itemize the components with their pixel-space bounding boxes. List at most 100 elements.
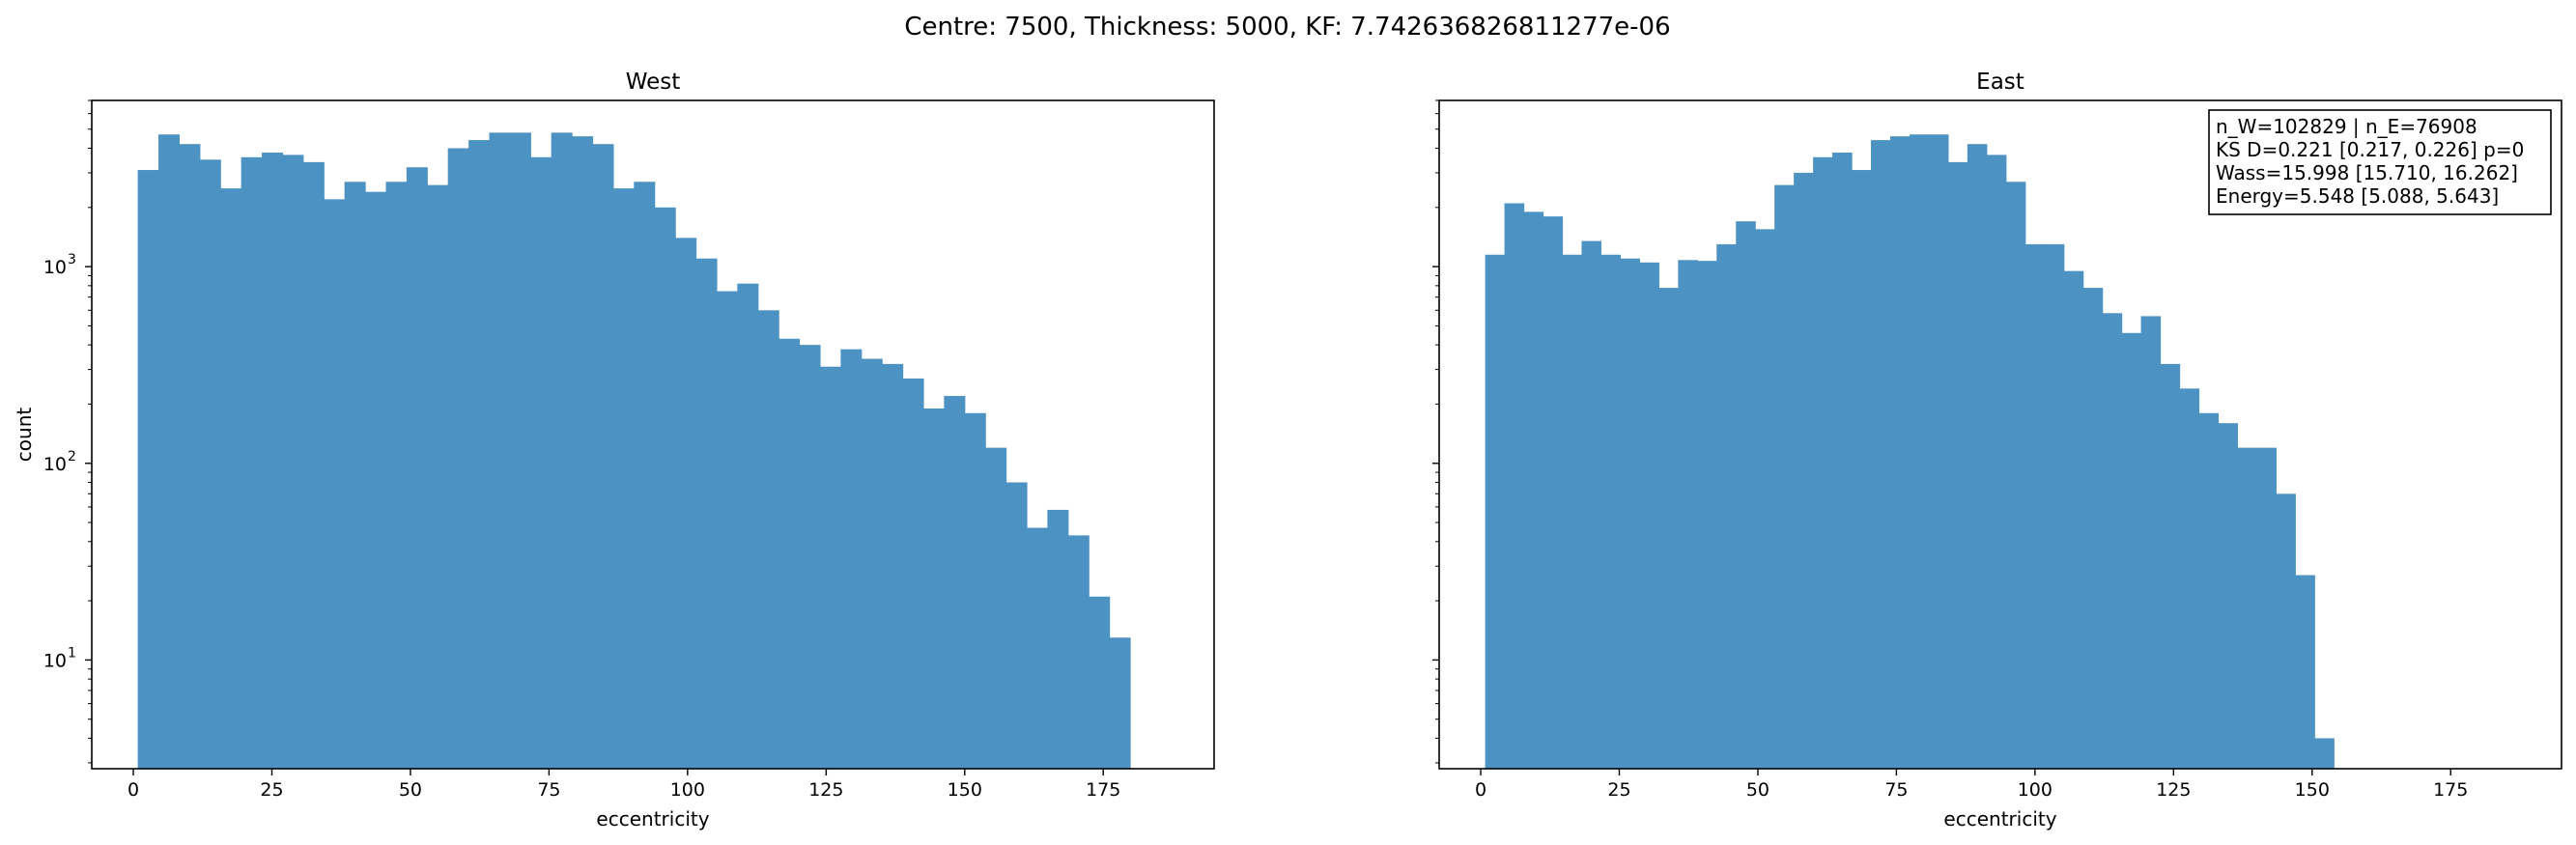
west-histogram-bar xyxy=(1067,535,1090,769)
west-histogram-bar xyxy=(572,136,594,769)
west-histogram-bar xyxy=(262,153,284,769)
west-y-tick-exponent: 3 xyxy=(68,252,76,268)
west-histogram-bar xyxy=(302,161,325,769)
west-histogram-bar xyxy=(1109,637,1131,769)
figure-title: Centre: 7500, Thickness: 5000, KF: 7.742… xyxy=(904,13,1670,42)
east-histogram-bar xyxy=(1716,243,1737,769)
west-histogram-bar xyxy=(675,238,697,770)
east-x-tick-label: 150 xyxy=(2295,779,2330,801)
east-histogram-bar xyxy=(1774,184,1795,770)
east-histogram-bar xyxy=(2237,447,2257,769)
east-ticks: 0 25 50 75 100 125 150 175 xyxy=(1432,99,2468,801)
west-histogram-bar xyxy=(902,378,924,769)
east-histogram-bar xyxy=(1485,254,1506,769)
east-histogram-bar xyxy=(2140,316,2162,769)
stats-box-frame xyxy=(2208,109,2552,215)
west-y-tick-exponent: 1 xyxy=(68,645,76,661)
east-histogram-bar xyxy=(1852,170,1872,770)
east-histogram-bar xyxy=(2082,288,2104,769)
east-histogram-bar xyxy=(2256,447,2277,769)
east-histogram-bar xyxy=(2179,388,2200,769)
west-histogram-bar xyxy=(716,291,738,769)
west-title: West xyxy=(626,70,681,95)
west-histogram-bar xyxy=(1026,527,1048,769)
east-histogram-bar xyxy=(2295,575,2315,769)
west-axes-frame xyxy=(91,99,1215,770)
west-y-tick-label: 10 xyxy=(43,454,67,475)
west-histogram-bar xyxy=(882,363,904,769)
west-histogram-bar xyxy=(634,182,656,769)
east-histogram-bar xyxy=(1658,288,1679,769)
west-histogram-bar xyxy=(1089,596,1111,769)
west-histogram-bar xyxy=(922,408,945,769)
east-histogram-bar xyxy=(1909,134,1930,770)
east-histogram-bar xyxy=(2314,738,2335,769)
west-histogram-bar xyxy=(944,396,966,769)
west-histogram-bar xyxy=(344,182,366,769)
west-y-axis-label: count xyxy=(13,408,36,463)
west-histogram-bar xyxy=(1047,509,1069,769)
west-histogram-bar xyxy=(654,207,676,770)
west-histogram-bar xyxy=(406,167,428,770)
east-histogram-bar xyxy=(1562,254,1583,769)
west-y-tick-exponent: 2 xyxy=(68,449,76,465)
east-histogram-bar xyxy=(2024,243,2046,769)
west-histogram-bar xyxy=(179,144,201,769)
east-x-tick-label: 50 xyxy=(1746,779,1769,801)
stats-line-wasserstein: Wass=15.998 [15.710, 16.262] xyxy=(2216,161,2518,184)
west-y-tick-label: 10 xyxy=(43,650,67,671)
stats-line-counts: n_W=102829 | n_E=76908 xyxy=(2216,115,2477,138)
west-histogram-bar xyxy=(861,358,883,769)
west-x-axis-label: eccentricity xyxy=(596,807,709,831)
east-histogram-bar xyxy=(1889,136,1911,769)
west-histogram-bar xyxy=(282,155,304,769)
east-histogram-bar xyxy=(1928,134,1949,770)
east-histogram-bar xyxy=(1832,153,1853,769)
west-histogram-bar xyxy=(489,132,511,769)
west-histogram-bar xyxy=(612,188,635,769)
east-histogram-bar xyxy=(1697,261,1717,769)
west-x-tick-label: 125 xyxy=(808,779,843,801)
west-histogram-bar xyxy=(530,156,552,769)
east-histogram-bar xyxy=(1736,221,1756,769)
west-histogram-bar xyxy=(819,366,841,769)
east-histogram-bars xyxy=(1485,134,2335,770)
west-x-tick-label: 175 xyxy=(1086,779,1120,801)
east-x-tick-label: 100 xyxy=(2018,779,2052,801)
west-x-tick-label: 50 xyxy=(399,779,422,801)
west-histogram-bar xyxy=(778,338,801,769)
east-histogram-bar xyxy=(2005,182,2026,769)
east-histogram-bar xyxy=(1543,216,1564,769)
east-histogram-bar xyxy=(2121,332,2142,769)
west-histogram-bar xyxy=(365,191,387,769)
west-histogram-bars xyxy=(137,132,1131,770)
east-x-tick-label: 25 xyxy=(1607,779,1630,801)
east-x-tick-label: 75 xyxy=(1884,779,1908,801)
east-panel: 0 25 50 75 100 125 150 175 East eccentricity n_… xyxy=(1432,70,2562,831)
west-x-tick-label: 25 xyxy=(260,779,283,801)
east-histogram-bar xyxy=(1620,258,1640,769)
west-histogram-bar xyxy=(220,188,242,769)
east-histogram-bar xyxy=(1967,144,1988,769)
west-histogram-bar xyxy=(985,447,1007,769)
west-histogram-bar xyxy=(447,148,469,769)
east-histogram-bar xyxy=(1523,211,1544,770)
east-histogram-bar xyxy=(1947,161,1968,769)
west-histogram-bar xyxy=(324,199,346,769)
east-histogram-bar xyxy=(1755,229,1775,770)
west-histogram-bar xyxy=(385,182,408,769)
stats-line-ks: KS D=0.221 [0.217, 0.226] p=0 xyxy=(2216,138,2524,161)
west-histogram-bar xyxy=(468,140,491,769)
west-histogram-bar xyxy=(137,170,159,770)
east-histogram-bar xyxy=(1813,156,1833,769)
east-histogram-bar xyxy=(1504,203,1525,770)
west-histogram-bar xyxy=(840,349,863,769)
east-title: East xyxy=(1976,70,2024,95)
west-histogram-bar xyxy=(1005,482,1028,769)
east-axes-frame xyxy=(1438,99,2562,770)
east-histogram-bar xyxy=(2044,243,2065,769)
west-histogram-bar xyxy=(427,184,449,770)
east-histogram-bar xyxy=(2218,423,2239,769)
west-histogram-bar xyxy=(757,310,779,769)
